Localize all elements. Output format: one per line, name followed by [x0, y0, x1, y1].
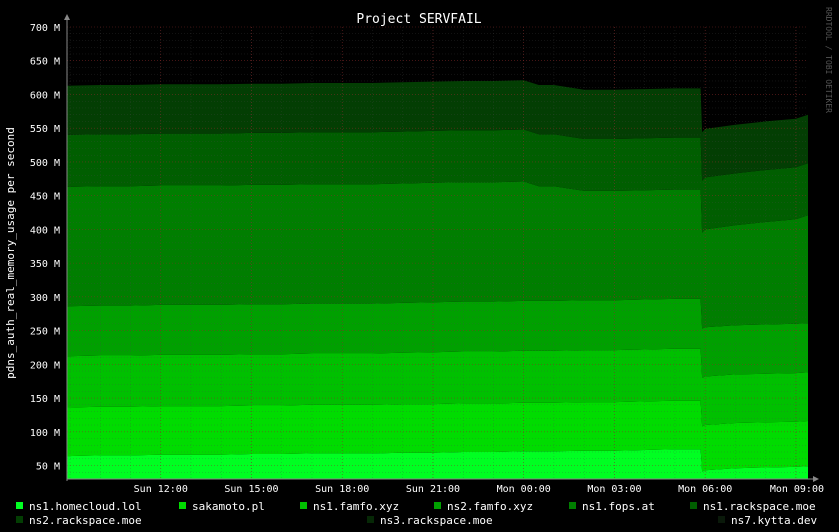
axes: [64, 14, 819, 482]
y-tick-label: 300 M: [30, 293, 60, 304]
y-tick-label: 600 M: [30, 90, 60, 101]
legend-entry: ns3.rackspace.moe: [367, 514, 493, 528]
legend-swatch: [367, 516, 374, 523]
area-series-4: [67, 181, 808, 329]
legend-label: ns1.fops.at: [582, 500, 655, 513]
y-tick-label: 100 M: [30, 428, 60, 439]
x-tick-label: Sun 12:00: [134, 484, 188, 495]
y-axis-label: pdns_auth_real_memory_usage per second: [4, 127, 17, 379]
legend-label: ns1.famfo.xyz: [313, 500, 400, 513]
legend-swatch: [179, 502, 186, 509]
legend-entry: ns1.famfo.xyz: [300, 500, 399, 514]
y-tick-label: 700 M: [30, 23, 60, 34]
watermark: RRDTOOL / TOBI OETIKER: [824, 7, 833, 113]
legend-entry: ns1.homecloud.lol: [16, 500, 142, 514]
legend-label: ns1.homecloud.lol: [29, 500, 142, 513]
y-tick-label: 650 M: [30, 57, 60, 68]
area-series-group: [67, 80, 808, 479]
chart-title: Project SERVFAIL: [356, 12, 481, 27]
legend-swatch: [569, 502, 576, 509]
legend-swatch: [690, 502, 697, 509]
y-tick-label: 500 M: [30, 158, 60, 169]
legend-swatch: [434, 502, 441, 509]
legend-label: sakamoto.pl: [192, 500, 265, 513]
legend-label: ns2.rackspace.moe: [29, 514, 142, 527]
area-series-0: [67, 449, 808, 479]
x-tick-label: Sun 18:00: [315, 484, 369, 495]
legend-entry: ns2.rackspace.moe: [16, 514, 142, 528]
y-tick-label: 450 M: [30, 192, 60, 203]
y-tick-label: 350 M: [30, 259, 60, 270]
x-tick-label: Mon 03:00: [587, 484, 641, 495]
x-tick-label: Mon 06:00: [678, 484, 732, 495]
y-tick-label: 50 M: [36, 462, 60, 473]
legend: ns1.homecloud.lol sakamoto.pl ns1.famfo.xy…: [0, 496, 839, 532]
y-tick-label: 250 M: [30, 327, 60, 338]
legend-swatch: [16, 502, 23, 509]
legend-entry: ns7.kytta.dev: [718, 514, 817, 528]
y-tick-label: 400 M: [30, 225, 60, 236]
y-axis-arrow: [64, 14, 70, 20]
y-tick-label: 200 M: [30, 360, 60, 371]
legend-entry: ns2.famfo.xyz: [434, 500, 533, 514]
area-series-2: [67, 348, 808, 427]
y-tick-label: 150 M: [30, 394, 60, 405]
area-series-6: [67, 80, 808, 181]
legend-swatch: [718, 516, 725, 523]
x-tick-label: Sun 15:00: [224, 484, 278, 495]
chart: Project SERVFAIL pdns_auth_real_memory_u…: [4, 7, 833, 495]
y-tick-labels: 50 M 100 M 150 M 200 M 250 M 300 M 350 M 400 M 4…: [30, 23, 60, 473]
legend-swatch: [300, 502, 307, 509]
x-tick-labels: Sun 12:00 Sun 15:00 Sun 18:00 Sun 21:00 Mon …: [134, 484, 824, 495]
legend-label: ns7.kytta.dev: [731, 514, 818, 527]
legend-label: ns3.rackspace.moe: [380, 514, 493, 527]
legend-label: ns2.famfo.xyz: [447, 500, 534, 513]
x-tick-label: Sun 21:00: [406, 484, 460, 495]
gridlines: [67, 26, 808, 479]
area-series-3: [67, 298, 808, 378]
legend-entry: ns1.rackspace.moe: [690, 500, 816, 514]
legend-entry: ns1.fops.at: [569, 500, 655, 514]
legend-swatch: [16, 516, 23, 523]
legend-entry: sakamoto.pl: [179, 500, 265, 514]
x-axis-arrow: [813, 476, 819, 482]
x-tick-label: Mon 00:00: [497, 484, 551, 495]
x-tick-label: Mon 09:00: [770, 484, 824, 495]
y-tick-label: 550 M: [30, 124, 60, 135]
legend-label: ns1.rackspace.moe: [703, 500, 816, 513]
